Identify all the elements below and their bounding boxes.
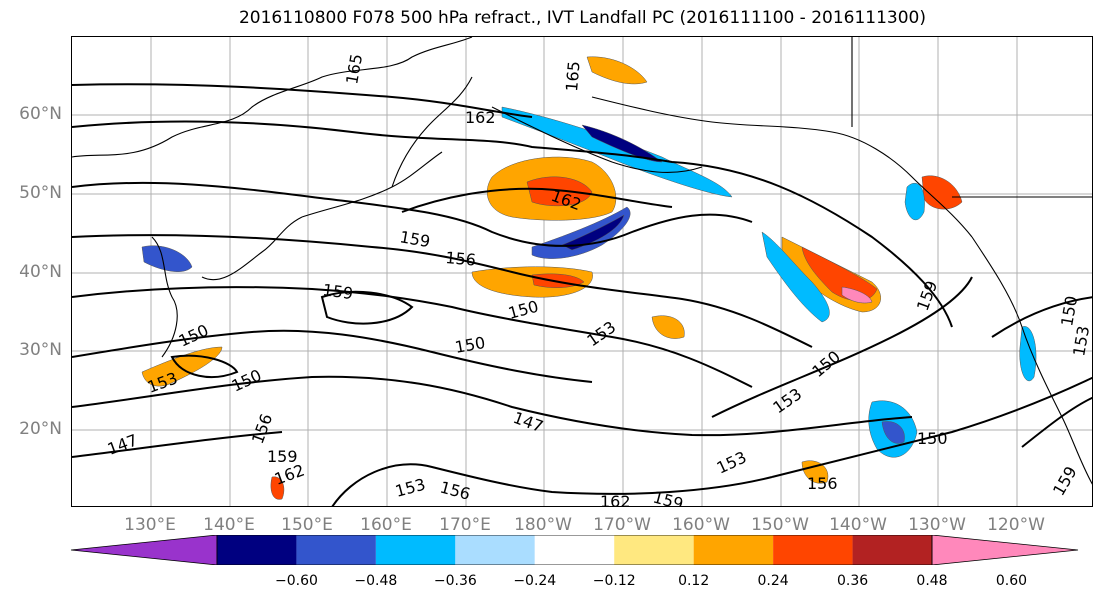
colorbar [70, 535, 1079, 565]
colorbar-segments [70, 535, 1079, 565]
refractivity-contours [72, 83, 1092, 506]
lat-label-20n: 20°N [19, 419, 62, 439]
positive-patch-gulf-alaska-max [841, 286, 873, 304]
coastline-kamchatka [391, 76, 473, 188]
contour-label: 159 [398, 227, 431, 251]
lon-label-130w: 130°W [908, 515, 966, 535]
map-title: 2016110800 F078 500 hPa refract., IVT La… [238, 8, 926, 28]
negative-patch-gulf-alaska [761, 231, 830, 323]
positive-patch-coast [921, 175, 963, 210]
contour-label: 150 [1057, 294, 1081, 327]
colorbar-segment [375, 535, 456, 565]
coastline-korea-japan [151, 216, 303, 358]
contour-label: 153 [714, 447, 750, 477]
contour-label: 150 [453, 333, 486, 357]
coastline-aleutians [491, 106, 703, 173]
lon-label-170e: 170°E [439, 515, 491, 535]
contour-label: 159 [321, 280, 354, 303]
contour-label: 150 [229, 365, 265, 395]
colorbar-tick-label: 0.36 [836, 573, 869, 589]
coastline-alaska [591, 96, 973, 238]
contour-label: 153 [1069, 324, 1093, 357]
contour-label: 150 [506, 297, 540, 323]
colorbar-tick-label: 0.24 [757, 573, 789, 589]
colorbar-tick-label: −0.48 [354, 573, 398, 589]
border-canada-us [851, 37, 1092, 198]
lon-label-120w: 120°W [987, 515, 1045, 535]
negative-patch-west-coast [1019, 326, 1037, 382]
negative-band-alaska-core [581, 124, 663, 163]
colorbar-extend-max [931, 535, 1079, 565]
contour-label: 150 [176, 320, 212, 350]
lon-label-150w: 150°W [751, 515, 809, 535]
colorbar-segment [614, 535, 694, 565]
colorbar-segment [534, 535, 615, 565]
contour-label: 156 [445, 248, 477, 270]
contour-label: 147 [105, 430, 140, 458]
positive-patch-east [651, 315, 685, 339]
contour-label: 156 [438, 478, 472, 504]
contour-label: 159 [913, 278, 941, 313]
colorbar-segment [773, 535, 853, 565]
map-canvas: 165 165 162 162 159 159 156 150 150 150 … [72, 37, 1093, 507]
contour-label: 150 [917, 429, 948, 448]
contour-label: 153 [583, 317, 619, 350]
positive-patch-kamchatka [586, 56, 648, 85]
lon-label-150e: 150°E [281, 515, 333, 535]
colorbar-segment [455, 535, 535, 565]
contour-label: 165 [562, 60, 584, 92]
contour-label: 153 [393, 475, 427, 501]
coastline-asia [72, 37, 473, 158]
coastlines [72, 37, 1092, 485]
lon-label-140e: 140°E [203, 515, 255, 535]
lon-label-180w: 180°W [514, 515, 572, 535]
lon-label-140w: 140°W [829, 515, 887, 535]
lon-label-130e: 130°E [124, 515, 176, 535]
contour-label: 147 [511, 408, 546, 436]
colorbar-segment [296, 535, 376, 565]
colorbar-outline [216, 535, 933, 565]
colorbar-tick-label: −0.24 [513, 573, 557, 589]
contour-label: 162 [600, 492, 631, 507]
colorbar-segment [217, 535, 297, 565]
colorbar-segment [852, 535, 932, 565]
contour-labels: 165 165 162 162 159 159 156 150 150 150 … [105, 52, 1093, 507]
lat-label-40n: 40°N [19, 262, 62, 282]
contour-label: 159 [651, 488, 685, 507]
negative-patch-coast [904, 182, 925, 221]
contour-label: 159 [1049, 463, 1081, 499]
coastline-kuril [301, 151, 443, 218]
lat-label-50n: 50°N [19, 183, 62, 203]
lat-label-30n: 30°N [19, 340, 62, 360]
map-panel: 165 165 162 162 159 159 156 150 150 150 … [71, 36, 1093, 507]
colorbar-tick-label: −0.36 [433, 573, 477, 589]
lon-label-160w: 160°W [672, 515, 730, 535]
contour-label: 156 [807, 474, 838, 493]
negative-patch-subtropics-core [881, 421, 905, 444]
colorbar-tick-label: 0.60 [995, 573, 1028, 589]
coastline-north-america [971, 236, 1092, 485]
negative-patch-japan [141, 245, 193, 272]
positive-patch-south [801, 460, 829, 484]
lon-label-160e: 160°E [360, 515, 412, 535]
contour-label: 156 [248, 411, 276, 446]
colorbar-tick-label: −0.12 [592, 573, 636, 589]
lat-label-60n: 60°N [19, 104, 62, 124]
positive-patch-west-south [270, 476, 285, 500]
colorbar-tick-label: −0.60 [274, 573, 318, 589]
colorbar-tick-label: 0.48 [916, 573, 948, 589]
lon-label-170w: 170°W [593, 515, 651, 535]
colorbar-tick-label: 0.12 [678, 573, 710, 589]
contour-label: 159 [267, 447, 298, 466]
contour-label: 150 [808, 347, 844, 381]
colorbar-extend-min [70, 535, 218, 565]
contour-label: 162 [465, 108, 496, 127]
colorbar-segment [693, 535, 774, 565]
contour-label: 165 [342, 52, 366, 85]
